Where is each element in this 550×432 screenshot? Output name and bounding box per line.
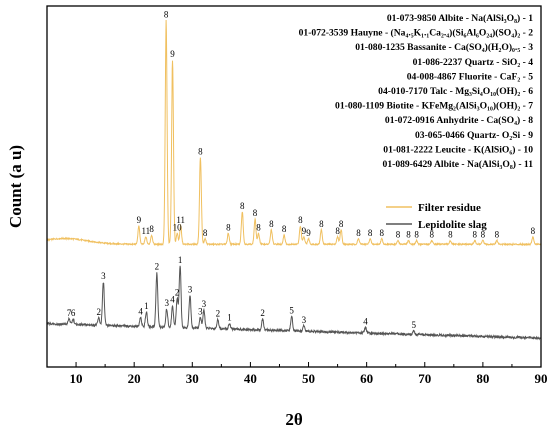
- reference-card-list: 01-073-9850 Albite - Na(AlSi₃O₈) - 1 01-0…: [299, 13, 534, 170]
- reference-card: 04-008-4867 Fluorite - CaF₂ - 5: [407, 71, 533, 82]
- peak-label: 8: [531, 226, 536, 236]
- peak-label: 3: [188, 284, 193, 294]
- x-tick-label: 60: [360, 371, 373, 386]
- x-tick-label: 20: [128, 371, 141, 386]
- peak-label: 8: [298, 215, 303, 225]
- peak-label: 8: [356, 228, 361, 238]
- peak-label: 1: [227, 313, 232, 323]
- peak-label: 8: [396, 230, 401, 240]
- peak-label: 11: [176, 215, 185, 225]
- x-tick-label: 70: [418, 371, 431, 386]
- peak-label: 8: [368, 228, 373, 238]
- series-line-0: [46, 19, 542, 247]
- x-tick-label: 90: [535, 371, 548, 386]
- peak-label: 3: [202, 299, 207, 309]
- peak-label: 9: [137, 215, 142, 225]
- peak-label: 9: [302, 226, 307, 236]
- reference-card: 03-065-0466 Quartz- O₂Si - 9: [415, 130, 533, 141]
- reference-card: 04-010-7170 Talc - Mg₃Si₄O₁₀(OH)₂ - 6: [378, 86, 533, 97]
- peak-label: 2: [155, 262, 160, 272]
- peak-label: 2: [260, 308, 265, 318]
- peak-label: 2: [216, 309, 221, 319]
- peak-label: 8: [198, 147, 203, 157]
- peak-label: 1: [178, 255, 183, 265]
- peak-label: 8: [472, 230, 477, 240]
- peak-label: 8: [495, 230, 500, 240]
- peak-label: 8: [149, 224, 154, 234]
- peak-label: 5: [411, 320, 416, 330]
- reference-card: 01-072-0916 Anhydrite - Ca(SO₄) - 8: [385, 115, 533, 126]
- legend-label-1: Lepidolite slag: [418, 219, 487, 231]
- reference-card: 01-080-1109 Biotite - KFeMg₂(AlSi₃O₁₀)(O…: [335, 101, 533, 112]
- peak-label: 3: [302, 315, 307, 325]
- x-tick-label: 10: [70, 371, 83, 386]
- series-layer: [46, 19, 542, 341]
- reference-card: 01-081-2222 Leucite - K(AlSiO₆) - 10: [383, 144, 533, 155]
- peak-label: 3: [101, 271, 106, 281]
- peak-label: 8: [226, 222, 231, 232]
- series-line-1: [46, 265, 542, 341]
- reference-card: 01-086-2237 Quartz - SiO₂ - 4: [413, 57, 534, 68]
- peak-label: 8: [429, 230, 434, 240]
- peak-label: 8: [319, 219, 324, 229]
- peak-label: 9: [306, 228, 311, 238]
- peak-label: 8: [481, 230, 486, 240]
- axes: 10 20 30 40 50 60 70 80 90: [46, 5, 548, 386]
- peak-label: 6: [71, 308, 76, 318]
- legend: Filter residue Lepidolite slag: [386, 202, 487, 231]
- peak-label: 8: [406, 230, 411, 240]
- reference-card: 01-072-3539 Hauyne - (Na₄.₅K₁.₁Ca₂.₄)(Si…: [299, 28, 534, 39]
- x-tick-label: 30: [186, 371, 199, 386]
- peak-label: 8: [414, 230, 419, 240]
- peak-label: 5: [289, 305, 294, 315]
- x-tick-label: 80: [476, 371, 489, 386]
- y-axis-title: Count (a u): [6, 145, 25, 228]
- peak-label: 2: [96, 307, 101, 317]
- peak-label: 8: [448, 230, 453, 240]
- peak-label: 8: [269, 219, 274, 229]
- peak-label: 8: [203, 228, 208, 238]
- peak-label: 4: [170, 295, 175, 305]
- peak-label: 8: [282, 224, 287, 234]
- peak-label: 4: [363, 317, 368, 327]
- peak-label: 3: [198, 306, 203, 316]
- x-tick-label: 50: [302, 371, 315, 386]
- plot-frame: [46, 5, 542, 368]
- reference-card: 01-089-6429 Albite - Na(AlSi₃O₈) - 11: [383, 159, 534, 170]
- legend-label-0: Filter residue: [418, 202, 481, 214]
- peak-label: 8: [253, 208, 258, 218]
- peak-label: 3: [164, 298, 169, 308]
- peak-label: 7: [67, 308, 72, 318]
- peak-label: 4: [138, 306, 143, 316]
- peak-label: 8: [240, 201, 245, 211]
- peak-label: 8: [380, 228, 385, 238]
- peak-label: 8: [335, 226, 340, 236]
- peak-label: 8: [164, 9, 169, 19]
- peak-label: 10: [173, 222, 183, 232]
- peak-label: 2: [175, 288, 180, 298]
- x-tick-label: 40: [244, 371, 257, 386]
- peak-label: 8: [256, 222, 261, 232]
- reference-card: 01-080-1235 Bassanite - Ca(SO₄)(H₂O)₀.₅ …: [355, 42, 533, 53]
- x-axis-title: 2θ: [285, 410, 303, 429]
- peak-label: 11: [141, 226, 150, 236]
- peak-label: 8: [339, 219, 344, 229]
- reference-card: 01-073-9850 Albite - Na(AlSi₃O₈) - 1: [387, 13, 533, 24]
- peak-label: 9: [170, 49, 175, 59]
- peak-label: 1: [144, 301, 149, 311]
